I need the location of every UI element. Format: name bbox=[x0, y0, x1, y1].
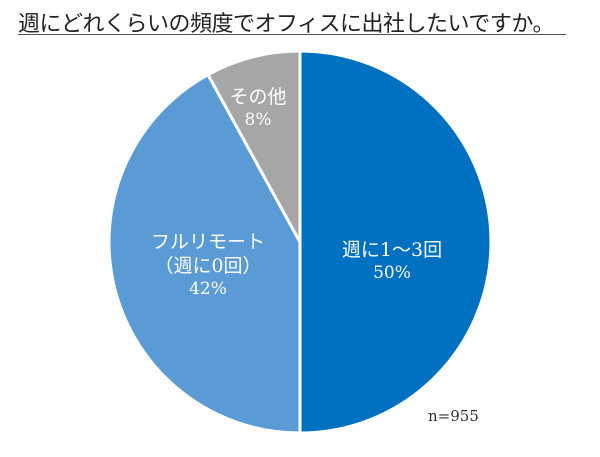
slice-category: フルリモート bbox=[150, 231, 265, 253]
slice-category: その他 bbox=[229, 86, 287, 108]
slice-percent: 42% bbox=[189, 278, 227, 299]
sample-size-note: n=955 bbox=[428, 407, 479, 425]
slice-other bbox=[206, 49, 302, 244]
slice-weekly-1-3 bbox=[298, 49, 493, 435]
slice-label-other: その他 8% bbox=[218, 86, 298, 131]
slice-percent: 50% bbox=[373, 262, 411, 283]
slice-full-remote bbox=[107, 73, 302, 435]
slice-category: 週に1〜3回 bbox=[341, 239, 443, 261]
slice-label-full-remote: フルリモート （週に0回） 42% bbox=[128, 231, 288, 300]
slice-percent: 8% bbox=[244, 109, 272, 130]
title-underline bbox=[18, 34, 566, 35]
chart-title: 週にどれくらいの頻度でオフィスに出社したいですか。 bbox=[18, 12, 554, 37]
slice-label-weekly-1-3: 週に1〜3回 50% bbox=[322, 239, 462, 284]
slice-category-sub: （週に0回） bbox=[154, 254, 262, 277]
